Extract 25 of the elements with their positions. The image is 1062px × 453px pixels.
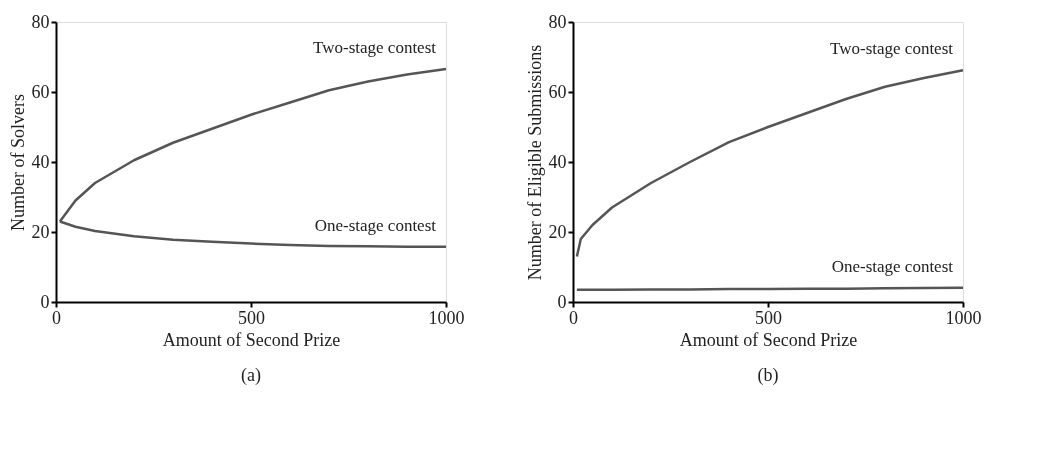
y-tick-label: 40	[31, 151, 50, 172]
series-label: One-stage contest	[314, 215, 437, 235]
x-axis-title: Amount of Second Prize	[679, 329, 858, 350]
y-tick-label: 0	[40, 291, 50, 312]
x-tick-label: 1000	[428, 307, 465, 328]
series-label: Two-stage contest	[313, 37, 437, 57]
series-label: One-stage contest	[831, 256, 954, 276]
y-tick-label: 20	[31, 221, 50, 242]
x-tick-label: 500	[755, 307, 782, 328]
y-tick-label: 20	[548, 221, 567, 242]
text: (a)	[241, 365, 261, 386]
x-axis-title: Amount of Second Prize	[162, 329, 341, 350]
x-tick-label: 1000	[945, 307, 982, 328]
y-tick-label: 40	[548, 151, 567, 172]
y-tick-label: 0	[557, 291, 567, 312]
series-label: Two-stage contest	[830, 39, 954, 59]
y-tick-label: 60	[548, 81, 567, 102]
y-tick-label: 80	[548, 11, 567, 32]
y-tick-label: 80	[31, 11, 50, 32]
y-axis-title: Number of Solvers	[7, 94, 28, 231]
line-series	[575, 69, 965, 258]
text: (b)	[757, 365, 779, 386]
y-tick-label: 60	[31, 81, 50, 102]
y-axis-title: Number of Eligible Submissions	[524, 44, 545, 281]
x-tick-label: 500	[238, 307, 265, 328]
